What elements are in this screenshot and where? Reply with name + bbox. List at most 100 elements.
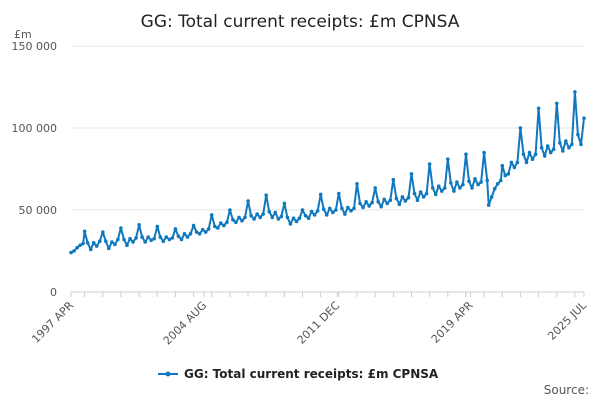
- data-point[interactable]: [482, 150, 486, 155]
- data-point[interactable]: [197, 232, 202, 236]
- data-point[interactable]: [81, 241, 85, 246]
- data-point[interactable]: [104, 239, 108, 243]
- data-point[interactable]: [579, 142, 583, 147]
- data-point[interactable]: [570, 142, 574, 147]
- data-point[interactable]: [222, 223, 226, 228]
- data-point[interactable]: [440, 189, 444, 193]
- data-point[interactable]: [421, 195, 426, 199]
- data-point[interactable]: [107, 246, 111, 251]
- data-point[interactable]: [294, 219, 299, 224]
- data-point[interactable]: [158, 235, 163, 239]
- data-point[interactable]: [542, 154, 547, 158]
- data-point[interactable]: [470, 186, 474, 190]
- data-point[interactable]: [206, 227, 211, 231]
- data-point[interactable]: [194, 230, 199, 234]
- data-point[interactable]: [69, 250, 73, 255]
- data-point[interactable]: [252, 217, 256, 221]
- data-point[interactable]: [394, 196, 399, 201]
- data-point[interactable]: [564, 139, 568, 143]
- data-point[interactable]: [146, 235, 150, 239]
- data-point[interactable]: [249, 213, 253, 218]
- data-point[interactable]: [476, 182, 480, 187]
- legend[interactable]: GG: Total current receipts: £m CPNSA: [158, 367, 439, 381]
- data-point[interactable]: [573, 90, 577, 94]
- data-point[interactable]: [234, 220, 238, 225]
- data-point[interactable]: [388, 198, 393, 202]
- data-point[interactable]: [473, 177, 477, 181]
- data-point[interactable]: [179, 237, 184, 242]
- data-point[interactable]: [125, 243, 129, 248]
- data-point[interactable]: [555, 101, 559, 106]
- data-point[interactable]: [418, 190, 423, 194]
- data-point[interactable]: [182, 232, 187, 236]
- data-point[interactable]: [264, 193, 269, 197]
- data-point[interactable]: [209, 213, 214, 217]
- data-point[interactable]: [382, 197, 387, 202]
- data-point[interactable]: [119, 226, 123, 230]
- data-point[interactable]: [324, 213, 329, 217]
- data-point[interactable]: [458, 186, 462, 190]
- data-point[interactable]: [367, 204, 371, 208]
- data-point[interactable]: [576, 132, 580, 137]
- data-point[interactable]: [191, 223, 196, 228]
- data-point[interactable]: [379, 204, 384, 209]
- data-point[interactable]: [309, 209, 314, 214]
- data-point[interactable]: [303, 213, 308, 218]
- data-point[interactable]: [101, 230, 105, 234]
- data-point[interactable]: [164, 235, 169, 239]
- data-point[interactable]: [499, 178, 503, 183]
- data-point[interactable]: [152, 236, 156, 241]
- data-point[interactable]: [246, 199, 250, 203]
- data-point[interactable]: [140, 235, 144, 239]
- data-point[interactable]: [409, 172, 414, 176]
- data-point[interactable]: [116, 237, 120, 242]
- data-point[interactable]: [355, 182, 359, 186]
- data-point[interactable]: [113, 242, 117, 247]
- data-point[interactable]: [567, 145, 571, 150]
- data-point[interactable]: [98, 239, 102, 243]
- data-point[interactable]: [149, 238, 153, 243]
- data-point[interactable]: [200, 227, 205, 232]
- data-point[interactable]: [515, 160, 520, 165]
- data-point[interactable]: [461, 182, 465, 187]
- data-point[interactable]: [300, 208, 305, 212]
- data-point[interactable]: [446, 157, 450, 161]
- data-point[interactable]: [167, 237, 172, 242]
- data-point[interactable]: [255, 212, 259, 216]
- data-point[interactable]: [486, 203, 491, 207]
- data-point[interactable]: [373, 186, 378, 190]
- data-point[interactable]: [582, 116, 586, 120]
- data-point[interactable]: [122, 237, 126, 242]
- data-point[interactable]: [131, 240, 135, 244]
- data-point[interactable]: [78, 243, 82, 248]
- data-point[interactable]: [370, 200, 374, 205]
- data-point[interactable]: [521, 152, 526, 156]
- data-point[interactable]: [318, 192, 323, 197]
- data-point[interactable]: [561, 149, 565, 153]
- data-point[interactable]: [282, 201, 287, 206]
- data-point[interactable]: [285, 215, 290, 220]
- data-point[interactable]: [346, 205, 350, 210]
- data-point[interactable]: [188, 232, 193, 236]
- data-point[interactable]: [385, 201, 390, 206]
- data-point[interactable]: [88, 247, 93, 252]
- data-point[interactable]: [536, 106, 541, 111]
- data-point[interactable]: [500, 163, 505, 168]
- data-point[interactable]: [216, 226, 220, 230]
- data-point[interactable]: [110, 240, 114, 244]
- data-point[interactable]: [412, 191, 417, 196]
- data-point[interactable]: [228, 208, 232, 212]
- data-point[interactable]: [155, 224, 160, 229]
- data-point[interactable]: [328, 206, 332, 211]
- data-point[interactable]: [485, 178, 490, 183]
- data-point[interactable]: [128, 236, 132, 241]
- data-point[interactable]: [479, 180, 483, 184]
- data-point[interactable]: [173, 227, 178, 231]
- data-point[interactable]: [279, 214, 284, 219]
- data-point[interactable]: [449, 181, 453, 185]
- data-point[interactable]: [176, 234, 181, 238]
- data-point[interactable]: [433, 192, 438, 197]
- data-point[interactable]: [340, 206, 344, 211]
- data-point[interactable]: [506, 172, 511, 176]
- data-point[interactable]: [530, 157, 535, 161]
